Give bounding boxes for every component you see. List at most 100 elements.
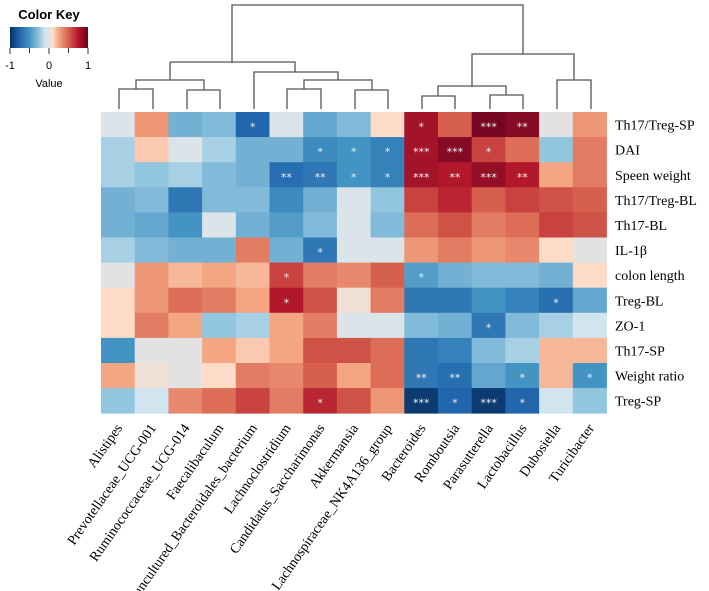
- heatmap-cell: [168, 337, 203, 364]
- heatmap-cell: [269, 337, 304, 364]
- heatmap-cell: [202, 363, 237, 389]
- color-key-gradient: [10, 27, 88, 48]
- heatmap-cell: [572, 237, 607, 263]
- heatmap-cell: [202, 388, 237, 414]
- heatmap-cell: [539, 337, 574, 364]
- color-key: Color Key -1 0 1 Value: [5, 7, 91, 90]
- significance-mark: *: [520, 397, 526, 410]
- significance-mark: ***: [413, 397, 430, 410]
- heatmap-cell: [438, 212, 473, 238]
- heatmap-cell: [202, 137, 237, 163]
- heatmap-cell: [202, 162, 237, 188]
- heatmap-cell: [168, 187, 203, 213]
- heatmap-cell: [572, 312, 607, 339]
- row-label: Th17/Treg-SP: [615, 119, 695, 134]
- heatmap-cell: [202, 337, 237, 364]
- heatmap-cell: [438, 363, 473, 389]
- heatmap-cell: [303, 337, 338, 364]
- heatmap-cell: [235, 337, 270, 364]
- heatmap-cell: [539, 162, 574, 188]
- heatmap-cell: [471, 312, 506, 339]
- heatmap-cell: [101, 337, 136, 364]
- heatmap-cell: [539, 237, 574, 263]
- heatmap-cell: [370, 287, 405, 314]
- heatmap-cell: [235, 162, 270, 188]
- significance-mark: **: [281, 171, 293, 184]
- heatmap-cell: [505, 237, 540, 263]
- heatmap-cell: [269, 312, 304, 339]
- heatmap-cell: [101, 262, 136, 289]
- heatmap-cell: [235, 112, 270, 138]
- heatmap-cell: [471, 137, 506, 163]
- heatmap-cell: [168, 312, 203, 339]
- significance-mark: *: [520, 372, 526, 385]
- significance-mark: *: [351, 171, 357, 184]
- column-dendrogram: [118, 4, 592, 109]
- heatmap-cell: [370, 237, 405, 263]
- heatmap-cell: [235, 287, 270, 314]
- heatmap-cell: [235, 312, 270, 339]
- heatmap-cell: [101, 388, 136, 414]
- heatmap-cell: [572, 262, 607, 289]
- heatmap-cell: [438, 137, 473, 163]
- heatmap-cell: [539, 212, 574, 238]
- heatmap-cell: [370, 337, 405, 364]
- heatmap-cell: [336, 237, 371, 263]
- heatmap-cell: [505, 187, 540, 213]
- heatmap-cell: [303, 187, 338, 213]
- heatmap-cell: [269, 112, 304, 138]
- heatmap-cell: [404, 112, 439, 138]
- heatmap-cell: [572, 137, 607, 163]
- significance-mark: *: [250, 121, 256, 134]
- heatmap-cell: [404, 212, 439, 238]
- significance-mark: *: [385, 146, 391, 159]
- color-key-tick-max: 1: [85, 60, 91, 72]
- heatmap-cell: [303, 112, 338, 138]
- heatmap-cell: [471, 187, 506, 213]
- heatmap-cell: [471, 162, 506, 188]
- heatmap-cell: [202, 112, 237, 138]
- significance-mark: **: [517, 121, 529, 134]
- significance-mark: **: [517, 171, 529, 184]
- heatmap-cell: [336, 287, 371, 314]
- heatmap-cell: [168, 137, 203, 163]
- significance-mark: *: [418, 121, 424, 134]
- heatmap-cell: [303, 388, 338, 414]
- heatmap-cell: [572, 363, 607, 389]
- heatmap-cell: [336, 212, 371, 238]
- column-labels: AlistipesPrevotellaceae_UCG-001Ruminococ…: [65, 421, 598, 591]
- heatmap-cell: [303, 262, 338, 289]
- heatmap-cell: [134, 262, 169, 289]
- heatmap-cell: [438, 388, 473, 414]
- heatmap-cell: [539, 312, 574, 339]
- heatmap-cell: [404, 187, 439, 213]
- heatmap-cell: [303, 287, 338, 314]
- heatmap-cell: [539, 363, 574, 389]
- row-label: Treg-SP: [615, 395, 661, 410]
- heatmap-cell: [269, 262, 304, 289]
- heatmap-cell: [303, 212, 338, 238]
- heatmap-cell: [134, 187, 169, 213]
- heatmap-cell: [539, 187, 574, 213]
- heatmap-cell: [336, 337, 371, 364]
- heatmap-cell: [134, 312, 169, 339]
- row-label: Th17-SP: [615, 345, 665, 360]
- significance-mark: ***: [480, 397, 497, 410]
- heatmap-cell: [235, 137, 270, 163]
- heatmap-cell: [505, 137, 540, 163]
- heatmap-cell: [269, 287, 304, 314]
- heatmap-cell: [269, 212, 304, 238]
- heatmap-cell: [101, 212, 136, 238]
- heatmap-cell: [370, 112, 405, 138]
- heatmap-cell: [202, 262, 237, 289]
- heatmap-cell: [370, 388, 405, 414]
- significance-mark: ***: [447, 146, 464, 159]
- heatmap-cell: [101, 287, 136, 314]
- color-key-tick-min: -1: [5, 60, 15, 72]
- heatmap-cell: [134, 237, 169, 263]
- heatmap-cell: [539, 388, 574, 414]
- heatmap-cell: [269, 237, 304, 263]
- heatmap-cell: [269, 187, 304, 213]
- heatmap-cell: [303, 162, 338, 188]
